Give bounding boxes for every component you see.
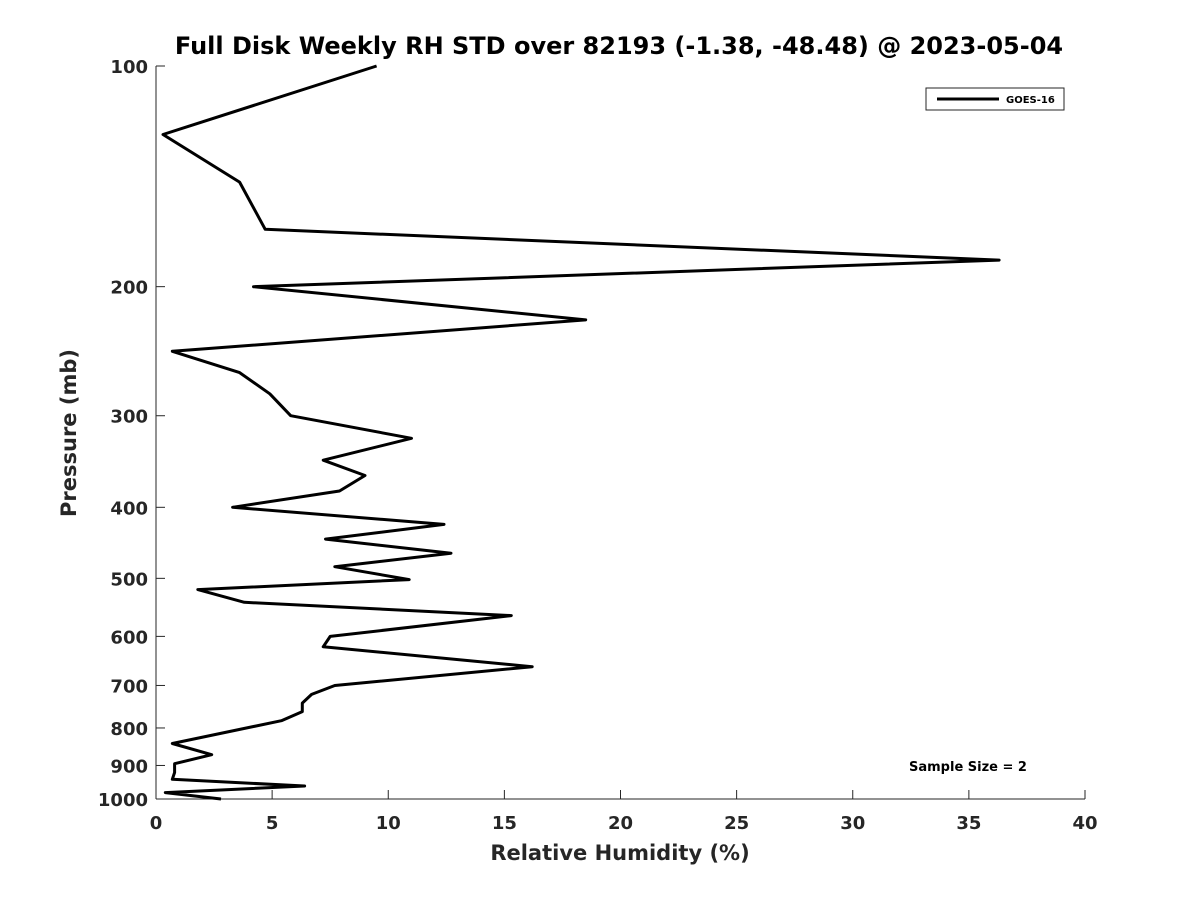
legend: GOES-16	[925, 87, 1065, 111]
x-axis-ticks: 0 5 10 15 20 25 30 35 40	[150, 790, 1098, 834]
plot-area	[156, 66, 1085, 799]
y-tick-label: 800	[110, 719, 148, 740]
legend-label-goes-16: GOES-16	[1006, 95, 1055, 106]
x-tick-label: 40	[1072, 813, 1097, 834]
y-tick-label: 900	[110, 756, 148, 777]
series-layer	[161, 64, 1001, 801]
x-tick-label: 35	[956, 813, 981, 834]
x-tick-label: 30	[840, 813, 865, 834]
y-tick-label: 100	[110, 57, 148, 78]
x-tick-label: 0	[150, 813, 163, 834]
y-tick-label: 500	[110, 569, 148, 590]
chart-title: Full Disk Weekly RH STD over 82193 (-1.3…	[175, 32, 1063, 60]
y-axis-label: Pressure (mb)	[57, 349, 81, 517]
x-tick-label: 15	[492, 813, 517, 834]
y-tick-label: 200	[110, 278, 148, 299]
sample-size-annotation: Sample Size = 2	[909, 760, 1027, 775]
x-tick-label: 5	[266, 813, 279, 834]
x-axis-label: Relative Humidity (%)	[490, 841, 749, 865]
y-tick-label: 400	[110, 498, 148, 519]
y-tick-label: 1000	[98, 790, 148, 811]
series-line-goes-16	[161, 64, 1001, 801]
y-tick-label: 600	[110, 627, 148, 648]
y-tick-label: 700	[110, 676, 148, 697]
y-axis-ticks: 100 200 300 400 500 600 700 800 900 1000	[98, 57, 165, 811]
x-tick-label: 20	[608, 813, 633, 834]
x-tick-label: 10	[376, 813, 401, 834]
x-tick-label: 25	[724, 813, 749, 834]
y-tick-label: 300	[110, 407, 148, 428]
